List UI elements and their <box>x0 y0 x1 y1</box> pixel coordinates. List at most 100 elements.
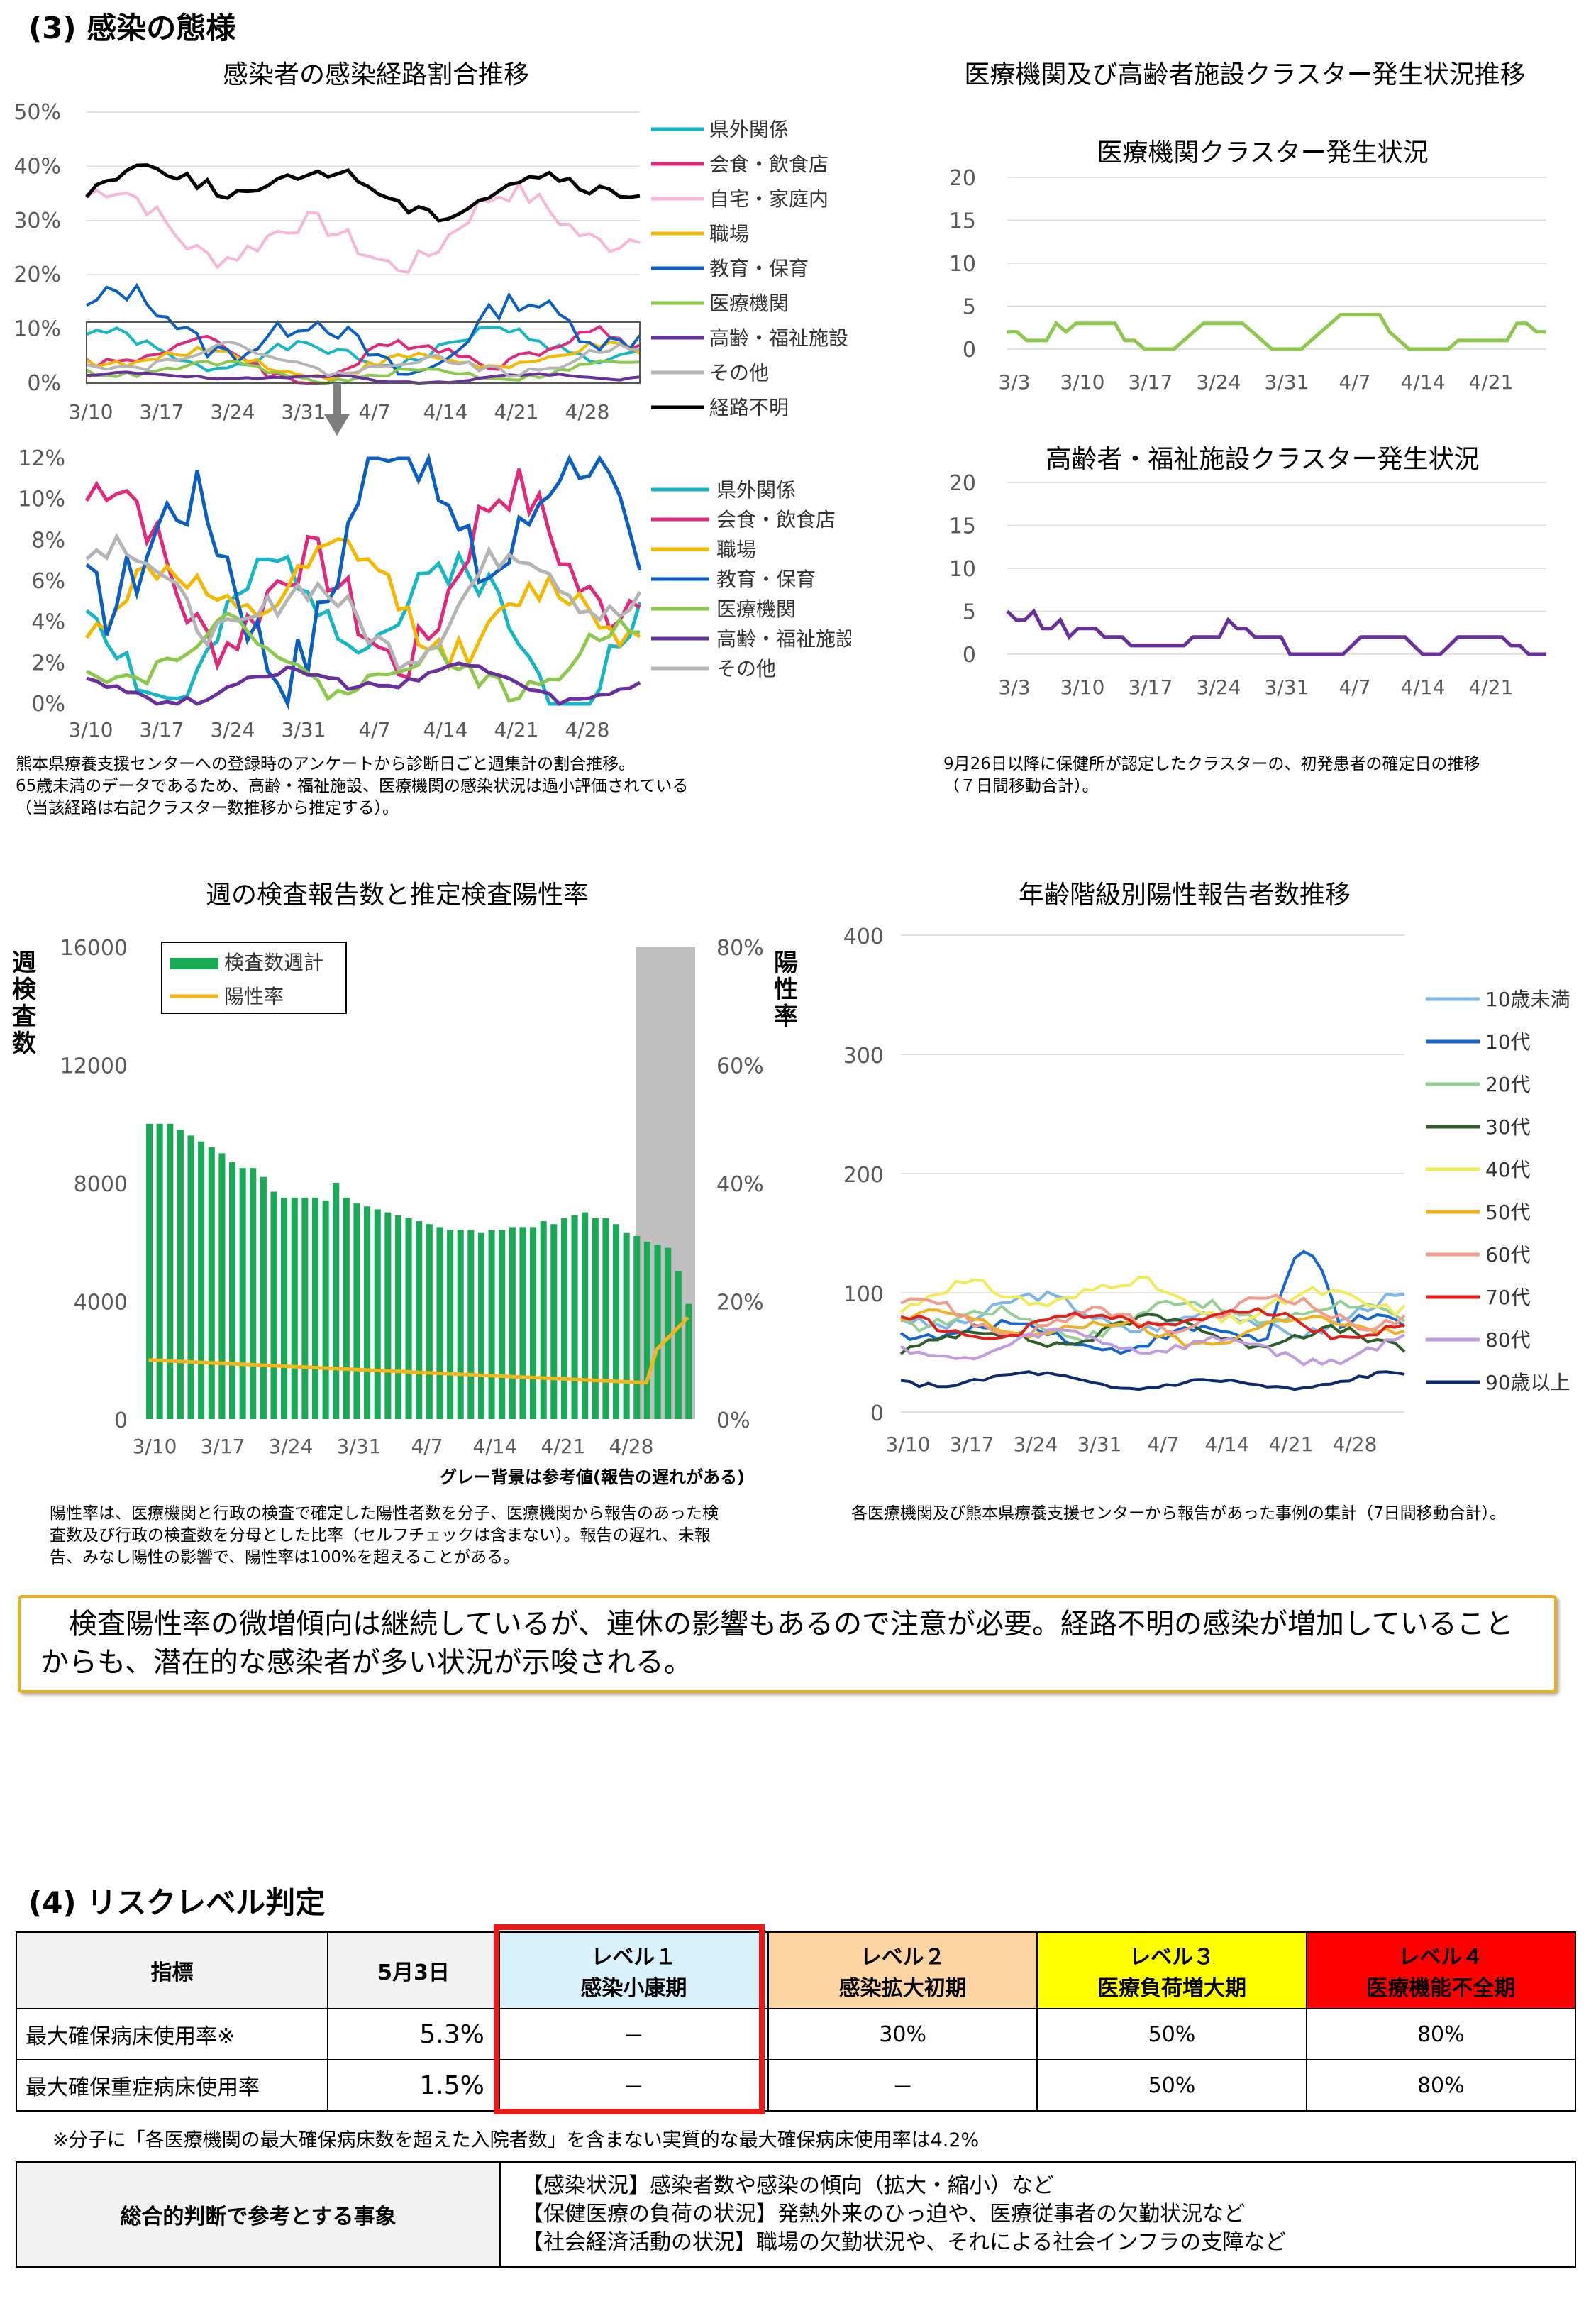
level-2-header: レベル２ 感染拡大初期 <box>767 1931 1038 2009</box>
test-count-bar <box>685 1303 692 1419</box>
medical_cluster-line <box>1007 313 1546 351</box>
factor-item: 【保健医療の負荷の状況】発熱外来のひっ迫や、医療従事者の欠勤状況など <box>522 2202 1246 2227</box>
gray-note: グレー背景は参考値(報告の遅れがある) <box>440 1467 745 1487</box>
y-tick: 10% <box>13 317 61 342</box>
y-right-tick: 60% <box>716 1054 764 1079</box>
legend-label: 高齢・福祉施設 <box>716 627 851 651</box>
level-1-header: レベル１ 感染小康期 <box>498 1931 770 2009</box>
y-tick: 50% <box>13 100 61 125</box>
test-count-bar <box>218 1153 226 1419</box>
y-left-tick: 4000 <box>74 1291 128 1315</box>
legend-label: 医療機関 <box>716 597 796 621</box>
y-tick: 20% <box>13 263 61 287</box>
y-left-tick: 0 <box>114 1408 128 1433</box>
test-count-bar <box>394 1215 402 1419</box>
test-count-bar <box>519 1227 526 1419</box>
legend-label: 80代 <box>1485 1328 1531 1352</box>
y-right-tick: 40% <box>716 1172 764 1197</box>
legend-label: 職場 <box>709 222 749 246</box>
x-tick: 3/17 <box>140 718 184 741</box>
x-tick: 4/21 <box>494 400 539 424</box>
test-count-bar <box>582 1212 589 1419</box>
x-tick: 3/31 <box>1077 1433 1122 1456</box>
elderly_cluster-line <box>1006 608 1546 656</box>
x-tick: 3/10 <box>133 1435 177 1458</box>
y-tick: 10 <box>949 557 976 582</box>
age-chart: 400 300 200 100 0 3/10 3/17 3/24 3/31 4/7 4/14 4/2… <box>843 925 1570 1456</box>
row-level-3: 50% <box>1036 2059 1307 2112</box>
y-tick: 20 <box>949 166 976 191</box>
test-count-bar <box>167 1123 174 1419</box>
test-count-bar <box>592 1218 599 1419</box>
x-tick: 3/24 <box>1197 675 1241 699</box>
route-chart: 50% 40% 30% 20% 10% 0% 3/10 3/17 3/24 3/31 4/7 4/1… <box>13 100 848 424</box>
route-series-line <box>86 370 641 385</box>
level-3-header: レベル３ 医療負荷増大期 <box>1036 1931 1307 2009</box>
y-tick: 0% <box>31 692 65 717</box>
route-series-line <box>86 359 641 385</box>
test-count-bar <box>343 1197 350 1419</box>
test-left-axis-label: 週検査数 <box>12 949 36 1058</box>
age-series-line <box>900 1370 1405 1391</box>
legend-label: 30代 <box>1485 1115 1531 1139</box>
x-tick: 4/21 <box>1269 1433 1314 1456</box>
y-tick: 100 <box>843 1282 884 1307</box>
x-tick: 4/14 <box>1205 1433 1250 1456</box>
test-chart: 16000 12000 8000 4000 0 80% 60% 40% 20% 0% 3/10 3… <box>60 936 764 1458</box>
test-count-bar <box>156 1123 163 1419</box>
test-count-bar <box>633 1235 641 1419</box>
test-count-bar <box>675 1271 682 1419</box>
legend-label: 90歳以上 <box>1485 1371 1570 1394</box>
row-label: 最大確保病床使用率※ <box>15 2008 329 2060</box>
y-tick: 8% <box>31 528 65 553</box>
y-tick: 5 <box>963 295 976 320</box>
zoom-series-line <box>85 532 642 672</box>
test-chart-note: 陽性率は、医療機関と行政の検査で確定した陽性者数を分子、医療機関から報告のあった… <box>50 1504 719 1567</box>
y-tick: 0% <box>27 371 61 396</box>
x-tick: 3/24 <box>211 400 255 424</box>
test-count-bar <box>291 1197 298 1419</box>
legend-label: その他 <box>709 361 769 385</box>
section-4-title: (4) リスクレベル判定 <box>28 1885 326 1920</box>
test-count-bar <box>187 1135 194 1419</box>
test-count-bar <box>333 1183 340 1419</box>
elderly-cluster-chart: 20 15 10 5 0 3/3 3/10 3/17 3/24 3/31 4/7 4/14 4/21 <box>949 471 1546 699</box>
age-series-line <box>900 1298 1406 1344</box>
x-tick: 3/17 <box>201 1435 245 1458</box>
x-tick: 3/31 <box>282 718 326 741</box>
y-tick: 5 <box>963 600 976 625</box>
test-count-bar <box>260 1176 267 1419</box>
x-tick: 4/21 <box>541 1435 586 1458</box>
test-count-bar <box>540 1221 547 1419</box>
x-tick: 3/31 <box>1265 675 1309 699</box>
y-tick: 10 <box>949 252 976 277</box>
test-count-bar <box>654 1245 661 1419</box>
legend-label: 50代 <box>1485 1201 1531 1224</box>
x-tick: 3/24 <box>1197 370 1241 394</box>
table-row: 最大確保病床使用率※ 5.3% － 30% 50% 80% <box>15 2008 1577 2060</box>
x-tick: 3/10 <box>69 718 113 741</box>
legend-label: 県外関係 <box>716 478 796 502</box>
x-tick: 3/10 <box>886 1433 931 1456</box>
y-tick: 40% <box>13 154 61 179</box>
route-chart-title: 感染者の感染経路割合推移 <box>222 60 529 89</box>
test-right-axis-label: 陽性率 <box>774 949 798 1031</box>
test-count-bar <box>250 1168 257 1419</box>
legend-label: 経路不明 <box>709 396 789 419</box>
y-left-tick: 12000 <box>60 1054 128 1079</box>
x-tick: 4/14 <box>423 400 468 424</box>
table-footnote: ※分子に「各医療機関の最大確保病床数を超えた入院者数」を含まない実質的な最大確保… <box>52 2129 980 2151</box>
legend-label: 自宅・家庭内 <box>709 187 829 211</box>
y-tick: 12% <box>18 446 65 471</box>
x-tick: 4/21 <box>494 718 539 741</box>
x-tick: 4/21 <box>1469 370 1514 394</box>
test-count-bar <box>198 1141 205 1419</box>
test-count-bar <box>571 1215 578 1419</box>
test-count-bar <box>457 1230 464 1419</box>
factor-item: 【感染状況】感染者数や感染の傾向（拡大・縮小）など <box>522 2173 1054 2198</box>
test-count-bar <box>322 1200 329 1419</box>
test-count-bar <box>643 1242 650 1419</box>
test-legend-box <box>161 942 347 1014</box>
medical-cluster-title: 医療機関クラスター発生状況 <box>1097 138 1429 167</box>
test-count-bar <box>146 1123 153 1419</box>
